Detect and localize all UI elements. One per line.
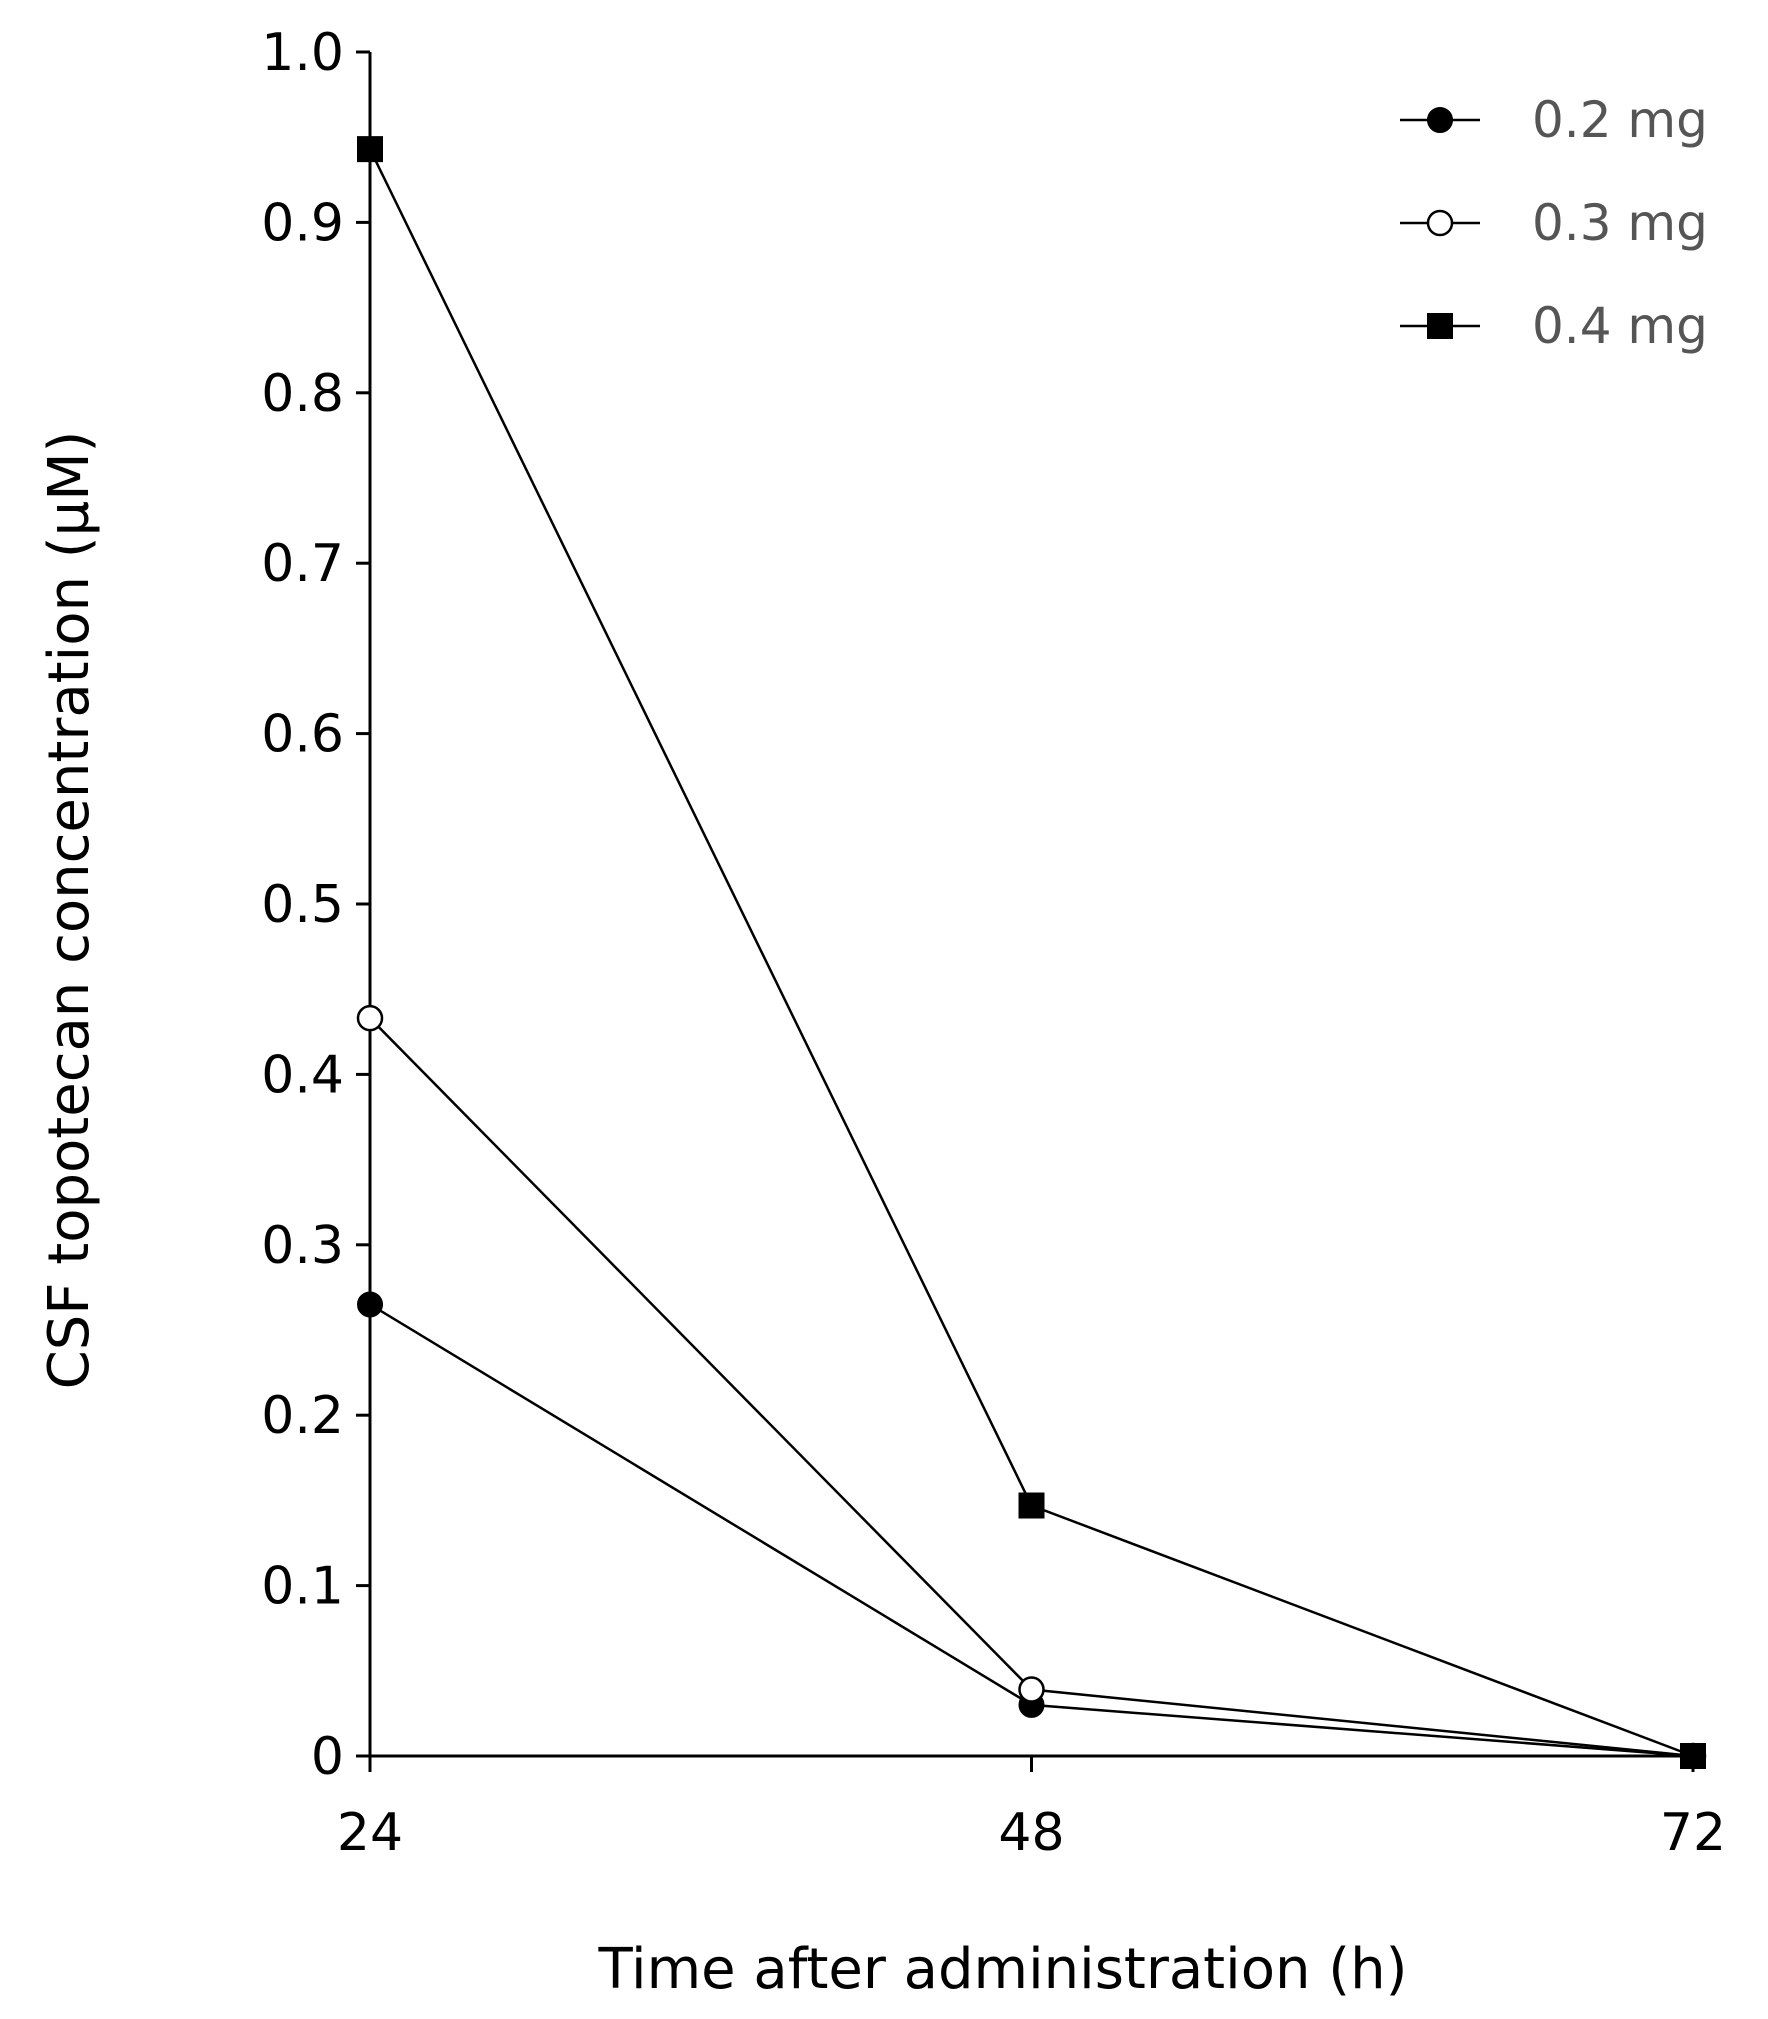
data-point [356,1004,384,1032]
legend-marker [1427,313,1453,339]
y-tick-label: 0.2 [261,1386,344,1446]
series-markers [356,1004,1707,1770]
y-tick-label: 0.7 [261,534,344,594]
legend-label: 0.2 mg [1532,91,1708,149]
y-tick-label: 0.4 [261,1045,344,1105]
y-tick-label: 0.9 [261,193,344,253]
series-0-3-mg [369,1017,1694,1758]
legend-entry: 0.4 mg [1400,297,1708,355]
y-axis: 0 0.1 0.2 0.3 0.4 0.5 0.6 0.7 0.8 0.9 1.0 [261,23,372,1787]
data-point [357,1291,383,1318]
y-tick-label: 0.6 [261,705,344,765]
data-point [357,136,383,163]
series-line [369,1017,1694,1758]
x-tick-label: 24 [337,1803,403,1863]
data-point [1018,1492,1045,1519]
series-markers [357,136,1706,1769]
y-tick-label: 0 [311,1727,344,1787]
legend-marker [1427,107,1453,133]
x-tick-label: 48 [998,1803,1064,1863]
x-tick-label: 72 [1660,1803,1726,1863]
data-point [1680,1743,1706,1769]
series-layer [356,136,1707,1770]
y-tick-label: 0.3 [261,1216,344,1276]
y-tick-label: 0.1 [261,1557,344,1617]
y-tick-label: 0.8 [261,364,344,424]
data-point [1018,1676,1045,1703]
legend-label: 0.4 mg [1532,297,1708,355]
x-axis: 24 48 72 [337,1754,1726,1863]
legend-entry: 0.3 mg [1400,194,1708,252]
legend-entry: 0.2 mg [1400,91,1708,149]
legend: 0.2 mg 0.3 mg 0.4 mg [1400,91,1708,355]
y-tick-label: 0.5 [261,875,344,935]
x-axis-title: Time after administration (h) [598,1937,1408,2002]
legend-label: 0.3 mg [1532,194,1708,252]
y-axis-title: CSF topotecan concentration (µM) [37,431,102,1390]
y-tick-label: 1.0 [261,23,344,83]
legend-marker [1426,209,1454,237]
